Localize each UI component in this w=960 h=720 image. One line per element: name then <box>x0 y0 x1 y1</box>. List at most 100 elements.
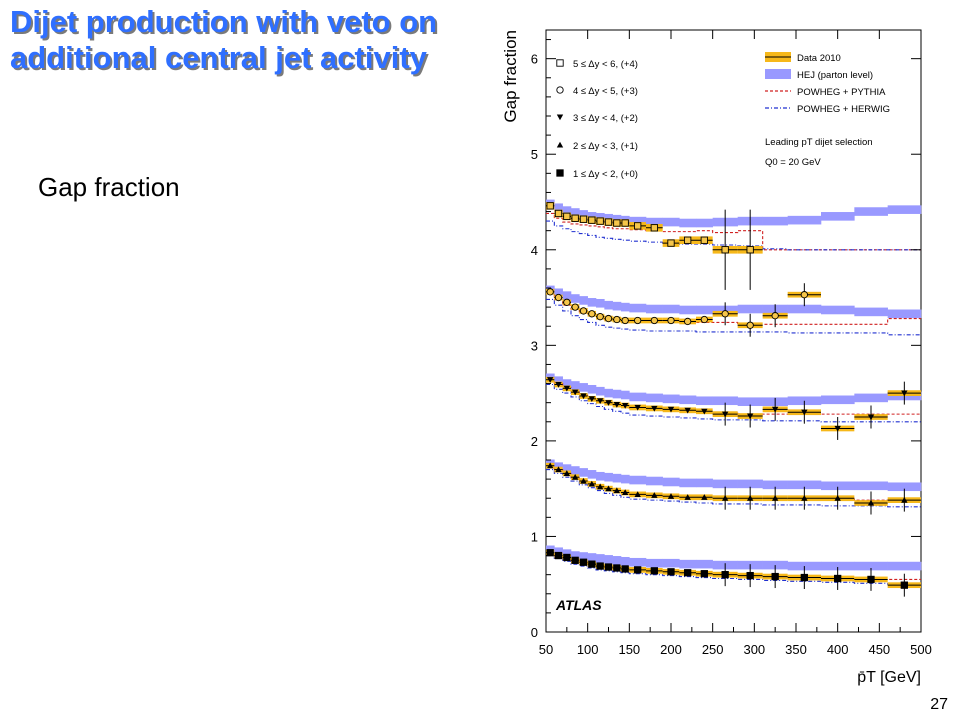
hej-band-segment <box>612 301 622 311</box>
data-point <box>667 316 675 325</box>
data-point <box>800 573 808 582</box>
data-point <box>604 314 613 323</box>
hej-band-segment <box>587 298 597 307</box>
data-point <box>571 389 579 396</box>
data-point <box>634 566 642 574</box>
hej-band-segment <box>646 217 663 227</box>
data-point <box>621 489 629 496</box>
hej-band-segment <box>571 294 580 303</box>
hej-band-segment <box>679 218 697 228</box>
hej-band-segment <box>587 384 597 394</box>
data-point <box>867 575 875 584</box>
hej-band-segment <box>587 470 597 479</box>
data-point <box>571 556 579 564</box>
hej-band-segment <box>696 478 713 488</box>
data-point <box>563 385 571 392</box>
legend-marker <box>556 141 564 148</box>
data-point <box>901 496 908 503</box>
data-point <box>563 553 571 562</box>
hej-band-segment <box>646 558 663 568</box>
data-point <box>667 239 675 247</box>
data-point <box>800 291 808 299</box>
hej-band-segment <box>679 305 697 315</box>
hej-band-segment <box>571 208 580 217</box>
hej-band-segment <box>612 389 622 399</box>
data-point <box>613 487 621 494</box>
data-point <box>771 406 779 413</box>
hej-band-segment <box>621 302 630 312</box>
hej-band-segment <box>596 471 605 481</box>
hej-band-segment <box>696 559 713 569</box>
hej-band-segment <box>554 203 563 213</box>
data-point <box>580 477 587 484</box>
hej-band-segment <box>629 392 647 402</box>
hej-band-segment <box>604 388 613 398</box>
data-point <box>684 569 692 577</box>
hej-band-segment <box>646 304 663 314</box>
hej-band-segment <box>571 466 580 475</box>
data-point <box>571 474 579 480</box>
data-point <box>721 246 729 254</box>
hej-band-segment <box>787 480 822 490</box>
slide-title: Dijet production with veto on additional… <box>10 4 438 75</box>
data-point <box>621 565 629 573</box>
hej-band-segment <box>854 393 888 403</box>
hej-band-segment <box>821 305 855 315</box>
x-tick-label: 300 <box>743 642 765 657</box>
x-tick-label: 500 <box>910 642 932 657</box>
hej-band-segment <box>821 481 855 491</box>
hej-band-segment <box>604 472 613 482</box>
powheg-herwig-line <box>546 469 921 508</box>
hej-band-segment <box>854 207 888 216</box>
hej-band-segment <box>621 474 630 484</box>
data-point <box>546 288 554 296</box>
data-point <box>700 570 708 578</box>
data-point <box>700 236 708 244</box>
x-tick-label: 350 <box>785 642 807 657</box>
hej-band-segment <box>854 481 888 491</box>
hej-band-segment <box>554 376 563 385</box>
hej-band-segment <box>621 556 630 566</box>
data-point <box>721 571 729 579</box>
data-point <box>621 219 629 227</box>
data-point <box>684 407 691 414</box>
data-point <box>746 495 754 501</box>
hej-band-segment <box>787 215 822 225</box>
hej-band-segment <box>679 559 697 569</box>
hej-band-segment <box>737 397 763 407</box>
data-point <box>579 558 588 566</box>
hej-band-segment <box>696 396 713 406</box>
hej-band-segment <box>762 480 788 490</box>
data-point <box>746 413 754 420</box>
hej-band-segment <box>679 478 697 488</box>
data-point <box>651 405 658 412</box>
legend-model-label: POWHEG + HERWIG <box>797 104 890 115</box>
data-point <box>901 390 908 397</box>
y-axis-label: Gap fraction <box>501 30 520 123</box>
legend-marker <box>556 86 564 94</box>
y-tick-label: 6 <box>531 52 538 67</box>
data-point <box>771 312 779 320</box>
data-point <box>684 317 692 326</box>
hej-band-segment <box>629 557 647 567</box>
data-point <box>554 293 563 302</box>
hej-band-segment <box>854 307 888 317</box>
data-point <box>563 470 571 476</box>
hej-band-segment <box>621 390 630 400</box>
data-point <box>588 310 596 318</box>
selection-text: Leading pT dijet selection <box>765 137 873 148</box>
data-point <box>604 218 613 226</box>
hej-band-segment <box>562 291 572 300</box>
data-point <box>546 202 554 210</box>
hej-band-segment <box>662 477 680 487</box>
powheg-pythia-line <box>546 212 921 251</box>
legend-model-label: HEJ (parton level) <box>797 70 873 81</box>
legend-marker <box>556 59 564 67</box>
hej-band-segment <box>646 393 663 403</box>
hej-band-segment <box>887 561 922 571</box>
y-tick-label: 0 <box>531 625 538 640</box>
data-point <box>721 310 729 318</box>
hej-band-segment <box>579 468 588 477</box>
y-tick-label: 1 <box>531 529 538 544</box>
hej-band-segment <box>854 561 888 571</box>
